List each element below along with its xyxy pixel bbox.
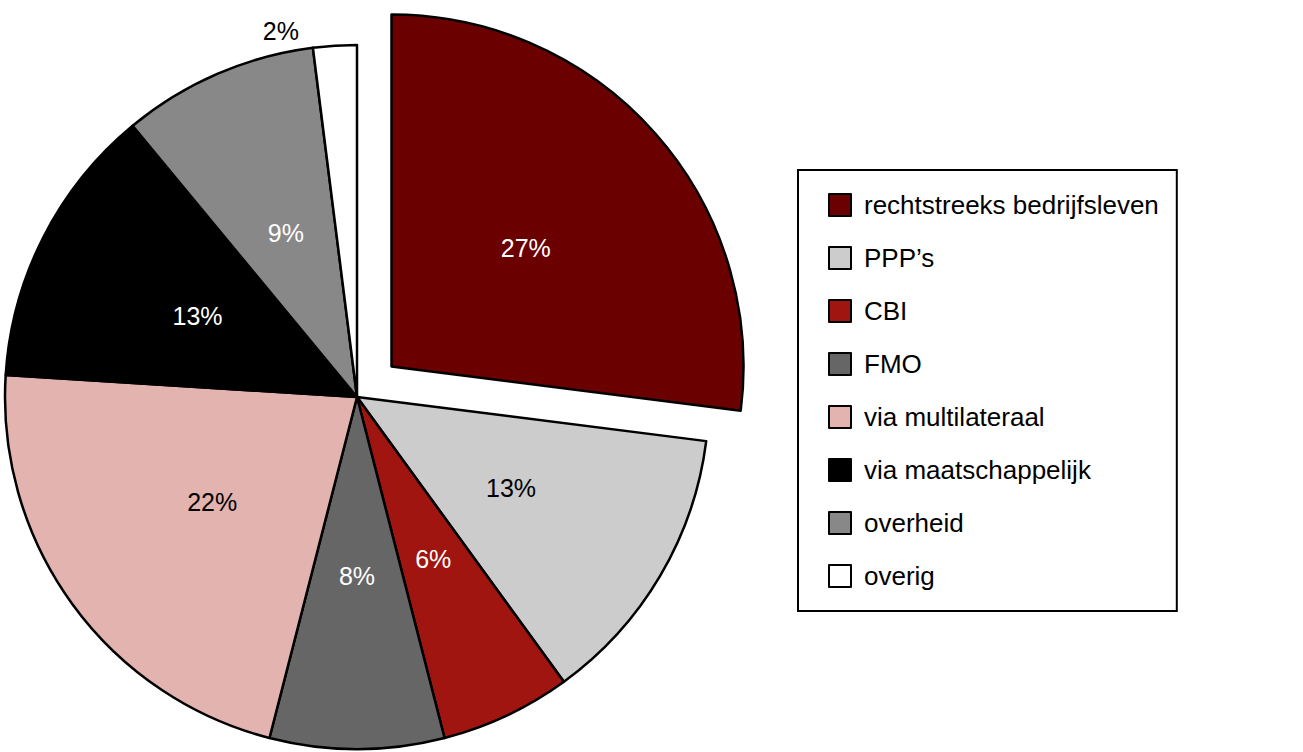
svg-text:overheid: overheid [864, 508, 964, 538]
svg-text:9%: 9% [268, 219, 304, 247]
svg-text:via maatschappelijk: via maatschappelijk [864, 455, 1092, 485]
svg-text:CBI: CBI [864, 296, 907, 326]
svg-text:FMO: FMO [864, 349, 922, 379]
svg-text:6%: 6% [415, 545, 451, 573]
svg-text:rechtstreeks bedrijfsleven: rechtstreeks bedrijfsleven [864, 190, 1159, 220]
svg-text:22%: 22% [187, 488, 237, 516]
svg-text:PPP’s: PPP’s [864, 243, 934, 273]
svg-text:8%: 8% [339, 562, 375, 590]
svg-text:overig: overig [864, 561, 935, 591]
svg-text:13%: 13% [172, 302, 222, 330]
svg-text:13%: 13% [486, 474, 536, 502]
svg-text:via multilateraal: via multilateraal [864, 402, 1045, 432]
svg-text:2%: 2% [263, 17, 299, 45]
svg-text:27%: 27% [501, 234, 551, 262]
